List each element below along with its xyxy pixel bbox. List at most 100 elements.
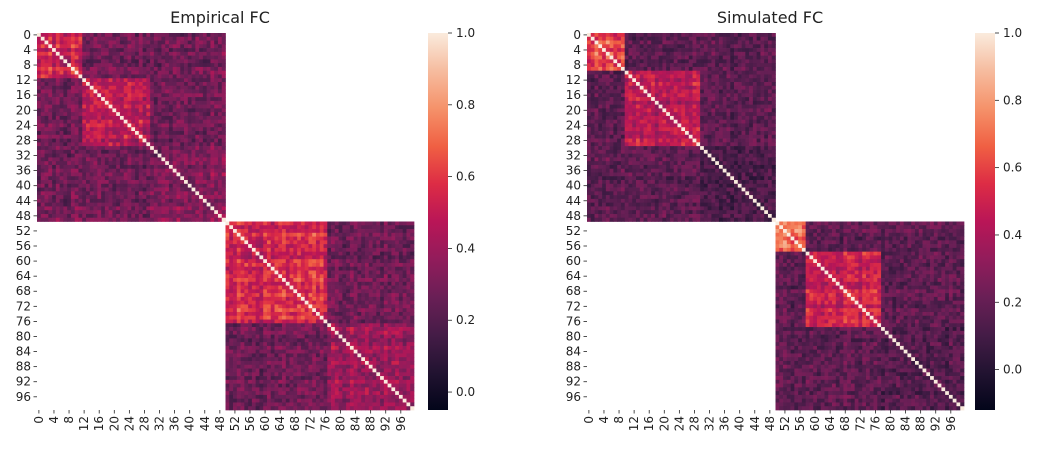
- heatmap-cell: [63, 213, 68, 219]
- heatmap-cell: [342, 251, 347, 256]
- heatmap-cell: [59, 100, 64, 105]
- heatmap-cell: [312, 229, 317, 234]
- heatmap-cell: [319, 391, 324, 396]
- heatmap-cell: [364, 244, 370, 249]
- heatmap-cell: [270, 368, 275, 373]
- heatmap-cell: [199, 44, 204, 49]
- heatmap-cell: [391, 406, 396, 411]
- heatmap-cell: [315, 353, 321, 358]
- heatmap-cell: [202, 164, 207, 170]
- heatmap-cell: [410, 327, 415, 332]
- heatmap-cell: [59, 146, 64, 151]
- heatmap-cell: [210, 142, 215, 147]
- heatmap-cell: [270, 323, 275, 328]
- heatmap-cell: [195, 97, 200, 102]
- heatmap-cell: [229, 330, 234, 335]
- heatmap-cell: [172, 206, 177, 211]
- heatmap-cell: [327, 232, 332, 237]
- heatmap-cell: [202, 134, 207, 139]
- heatmap-cell: [104, 74, 109, 79]
- heatmap-cell: [259, 353, 264, 358]
- heatmap-cell: [127, 142, 132, 147]
- heatmap-cell: [233, 274, 238, 279]
- heatmap-cell: [202, 63, 207, 68]
- heatmap-cell: [240, 315, 245, 320]
- heatmap-cell: [112, 36, 117, 41]
- heatmap-cell: [293, 244, 298, 249]
- heatmap-cell: [297, 304, 302, 309]
- heatmap-cell: [259, 338, 264, 343]
- heatmap-cell: [116, 164, 121, 170]
- heatmap-cell: [380, 247, 385, 253]
- heatmap-cell: [97, 134, 102, 139]
- heatmap-cell: [161, 74, 166, 79]
- heatmap-cell: [282, 360, 287, 366]
- heatmap-cell: [55, 70, 60, 75]
- heatmap-cell: [101, 70, 106, 75]
- heatmap-cell: [161, 40, 166, 45]
- heatmap-cell: [349, 345, 355, 351]
- heatmap-cell: [402, 315, 407, 320]
- heatmap-cell: [391, 402, 396, 407]
- heatmap-cell: [59, 97, 64, 102]
- heatmap-cell: [221, 66, 226, 72]
- heatmap-cell: [202, 172, 207, 177]
- heatmap-cell: [334, 338, 339, 343]
- heatmap-cell: [285, 330, 290, 335]
- heatmap-cell: [402, 327, 407, 332]
- heatmap-cell: [172, 213, 177, 219]
- heatmap-cell: [59, 59, 64, 64]
- heatmap-cell: [187, 149, 192, 154]
- heatmap-cell: [195, 187, 200, 192]
- heatmap-cell: [191, 85, 196, 90]
- heatmap-cell: [282, 278, 287, 283]
- heatmap-cell: [319, 394, 324, 400]
- heatmap-cell: [270, 349, 275, 354]
- heatmap-cell: [319, 330, 324, 335]
- heatmap-cell: [398, 278, 404, 283]
- heatmap-cell: [150, 66, 155, 72]
- heatmap-cell: [255, 259, 260, 264]
- heatmap-cell: [119, 206, 125, 211]
- heatmap-cell: [97, 164, 102, 170]
- heatmap-cell: [70, 100, 76, 105]
- heatmap-cell: [244, 353, 249, 358]
- heatmap-cell: [346, 372, 351, 377]
- heatmap-cell: [300, 342, 306, 347]
- heatmap-cell: [376, 289, 381, 294]
- heatmap-cell: [251, 247, 257, 253]
- heatmap-cell: [229, 338, 234, 343]
- heatmap-cell: [349, 262, 355, 268]
- heatmap-cell: [236, 296, 241, 302]
- heatmap-cell: [282, 289, 287, 294]
- heatmap-cell: [89, 44, 94, 49]
- heatmap-cell: [40, 93, 45, 98]
- heatmap-cell: [278, 289, 283, 294]
- heatmap-cell: [240, 398, 245, 403]
- heatmap-cell: [357, 236, 362, 241]
- heatmap-cell: [315, 394, 321, 400]
- heatmap-cell: [244, 330, 249, 335]
- heatmap-cell: [229, 255, 234, 260]
- heatmap-cell: [131, 74, 136, 79]
- heatmap-cell: [376, 225, 381, 230]
- heatmap-cell: [67, 134, 72, 139]
- heatmap-cell: [364, 391, 370, 396]
- heatmap-cell: [357, 345, 362, 351]
- heatmap-cell: [108, 74, 113, 79]
- heatmap-cell: [338, 289, 343, 294]
- heatmap-cell: [361, 319, 366, 324]
- heatmap-cell: [263, 232, 268, 237]
- heatmap-cell: [78, 85, 83, 90]
- heatmap-cell: [127, 164, 132, 170]
- heatmap-cell: [410, 278, 415, 283]
- heatmap-cell: [353, 402, 358, 407]
- heatmap-cell: [383, 360, 388, 366]
- heatmap-cell: [406, 296, 411, 302]
- heatmap-cell: [285, 251, 290, 256]
- heatmap-cell: [349, 251, 355, 256]
- heatmap-cell: [37, 168, 42, 173]
- heatmap-cell: [327, 281, 332, 286]
- heatmap-cell: [142, 157, 147, 162]
- heatmap-cell: [86, 51, 91, 56]
